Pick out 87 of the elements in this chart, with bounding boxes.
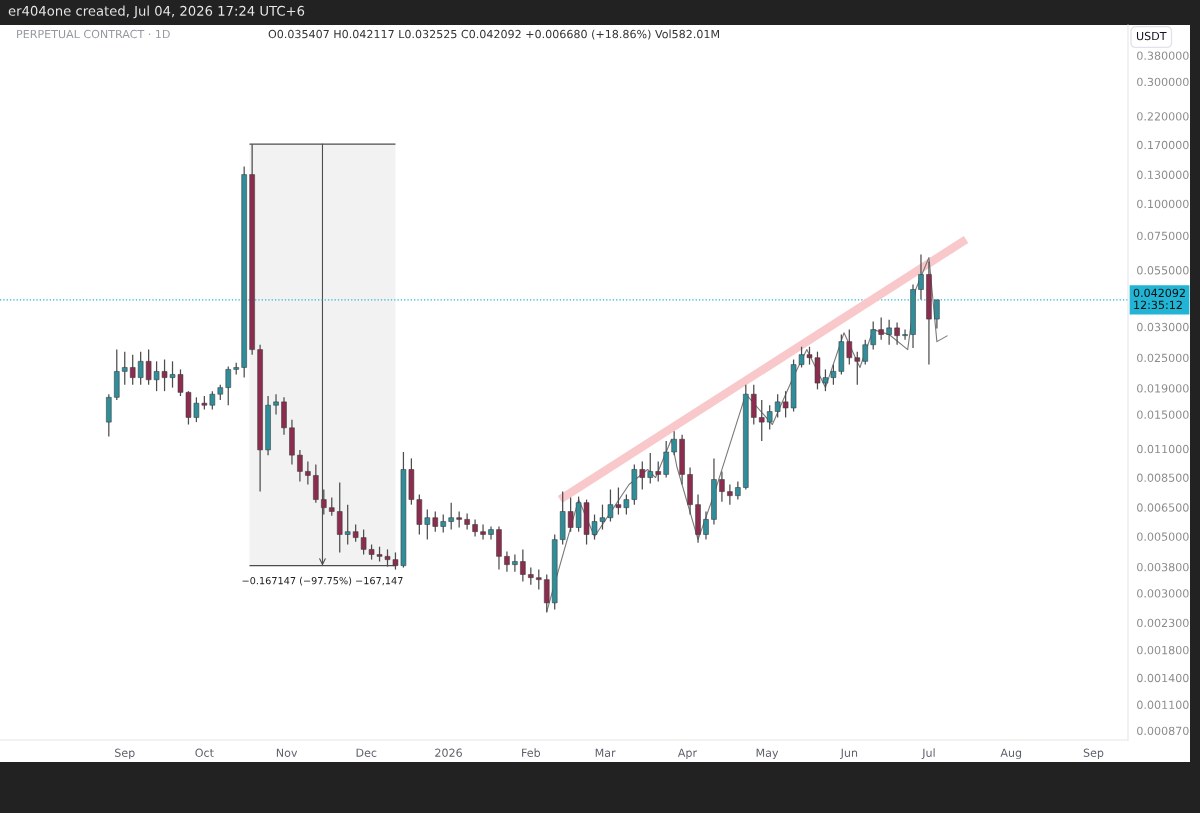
candlestick	[424, 508, 431, 541]
x-tick-label: Sep	[115, 748, 135, 760]
candlestick	[520, 548, 526, 583]
y-tick-label: 0.100000	[1137, 199, 1189, 209]
y-tick-label: 0.025000	[1137, 353, 1189, 363]
candlestick	[122, 351, 128, 386]
candlestick	[846, 328, 853, 366]
x-tick-label: Sep	[1083, 748, 1104, 760]
candlestick	[878, 316, 884, 341]
candlestick	[918, 253, 924, 301]
y-tick-label: 0.011000	[1137, 444, 1189, 454]
y-tick-label: 0.001400	[1137, 673, 1189, 683]
candlestick	[129, 354, 136, 386]
y-tick-label: 0.001800	[1137, 645, 1189, 655]
candlestick	[432, 510, 439, 533]
candlestick	[544, 573, 550, 614]
y-tick-label: 0.003000	[1137, 589, 1189, 598]
candlestick	[751, 384, 757, 426]
candlestick	[902, 328, 908, 341]
candlestick	[639, 460, 646, 491]
band-label: −0.167147 (−97.75%) −167,147	[242, 576, 403, 586]
candlestick	[735, 480, 741, 501]
y-tick-label: 0.055000	[1137, 266, 1189, 275]
y-tick-label: 0.006500	[1137, 503, 1189, 512]
y-tick-label: 0.075000	[1137, 231, 1189, 241]
x-tick-label: Mar	[595, 748, 616, 757]
candlestick	[774, 393, 781, 419]
candlestick	[663, 440, 669, 479]
candlestick	[536, 568, 542, 591]
candlestick	[758, 399, 765, 442]
candlestick	[504, 550, 510, 573]
y-tick-label: 0.000870	[1137, 726, 1189, 736]
candlestick	[862, 339, 868, 366]
candlestick	[273, 393, 279, 416]
candlestick	[870, 320, 876, 351]
y-tick-label: 0.015000	[1137, 410, 1189, 419]
candlestick	[647, 452, 654, 485]
candlestick	[703, 510, 709, 541]
ref-line-label: 0.042092 12:35:12	[1133, 288, 1185, 310]
y-tick-label: 0.008500	[1137, 473, 1189, 482]
x-tick-label: 2026	[435, 748, 462, 757]
x-tick-label: Dec	[356, 748, 377, 757]
candlestick	[305, 460, 311, 486]
candlestick	[488, 525, 494, 541]
candlestick	[137, 351, 144, 386]
y-tick-label: 0.130000	[1137, 170, 1189, 179]
candlestick	[934, 299, 940, 330]
y-tick-label: 0.300000	[1137, 77, 1189, 87]
y-tick-label: 0.002300	[1137, 618, 1189, 628]
candlestick	[727, 483, 733, 506]
candlestick	[671, 430, 677, 456]
x-tick-label: Apr	[677, 748, 698, 760]
candlestick	[766, 404, 773, 431]
candlestick	[655, 460, 661, 483]
y-tick-label: 0.019000	[1137, 384, 1189, 393]
y-tick-label: 0.380000	[1137, 51, 1189, 60]
candlestick	[719, 470, 725, 503]
x-tick-label: Feb	[522, 748, 541, 757]
candlestick	[344, 504, 351, 546]
x-tick-label: Oct	[195, 748, 214, 757]
candlestick	[209, 390, 216, 411]
y-tick-label: 0.001100	[1137, 700, 1189, 710]
candlestick	[336, 481, 343, 554]
chart-title: PERPETUAL CONTRACT · 1D	[17, 29, 170, 39]
x-tick-label: Nov	[276, 748, 298, 757]
x-tick-label: Jul	[921, 748, 935, 759]
x-tick-label: Aug	[1000, 748, 1022, 760]
candlestick	[225, 365, 231, 406]
y-tick-label: 0.005000	[1137, 532, 1189, 541]
y-tick-label: 0.170000	[1137, 140, 1189, 150]
y-tick-label: 0.033000	[1137, 322, 1189, 332]
x-tick-label: Jun	[840, 748, 858, 759]
candlestick	[464, 512, 470, 531]
y-axis-title: USDT	[1136, 31, 1167, 41]
candlestick	[480, 523, 486, 541]
y-tick-label: 0.003800	[1137, 562, 1189, 572]
x-tick-label: May	[756, 748, 779, 760]
candlestick	[297, 449, 303, 483]
candlestick	[329, 496, 335, 517]
candlestick	[886, 319, 892, 346]
candlestick	[512, 553, 518, 573]
candlestick	[448, 502, 454, 531]
y-tick-label: 0.220000	[1137, 112, 1189, 121]
chart-subtitle: O0.035407 H0.042117 L0.032525 C0.042092 +0.006680 (+18.86%) Vol582.01M	[268, 29, 719, 40]
text: er404one created, Jul 04, 2026 17:24 UTC+6	[8, 5, 305, 19]
candlestick	[854, 351, 861, 386]
candlestick	[894, 321, 900, 346]
